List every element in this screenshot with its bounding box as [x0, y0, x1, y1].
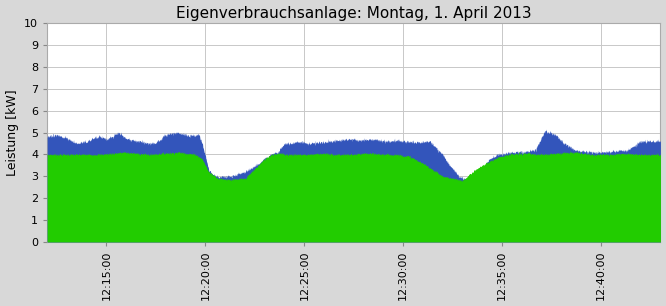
- Y-axis label: Leistung [kW]: Leistung [kW]: [5, 89, 19, 176]
- Title: Eigenverbrauchsanlage: Montag, 1. April 2013: Eigenverbrauchsanlage: Montag, 1. April …: [176, 6, 531, 21]
